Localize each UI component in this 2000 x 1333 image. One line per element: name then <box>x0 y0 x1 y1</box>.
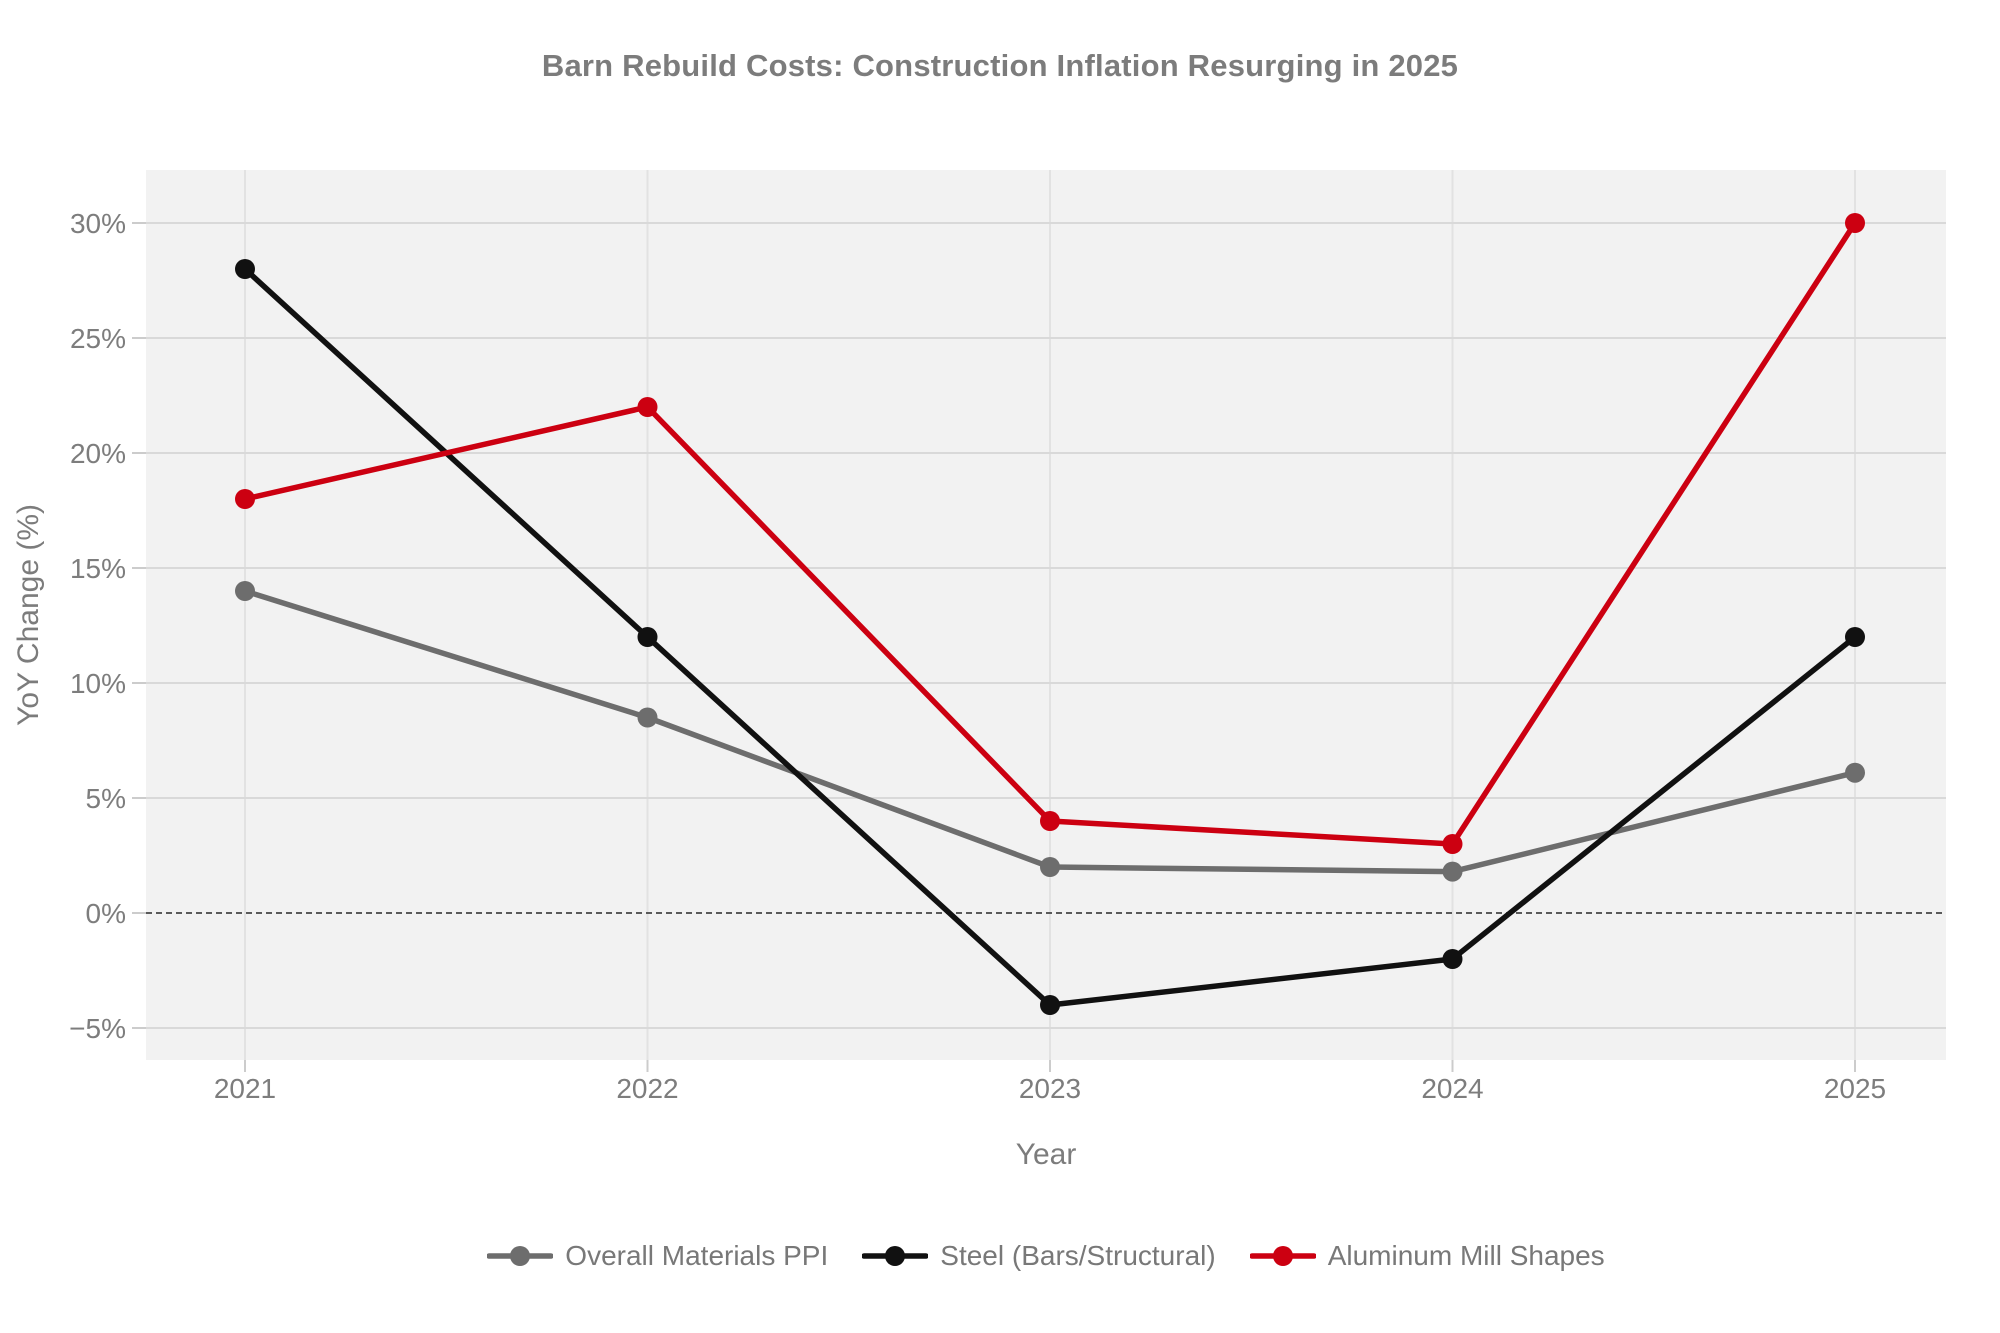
data-point <box>1442 834 1463 854</box>
data-point <box>235 489 255 509</box>
data-point <box>1040 811 1060 831</box>
y-tick-label: 15% <box>70 553 126 584</box>
legend-dot <box>885 1246 906 1266</box>
data-point <box>1845 762 1865 783</box>
legend-label: Steel (Bars/Structural) <box>940 1240 1216 1271</box>
legend-item: Overall Materials PPI <box>487 1240 828 1272</box>
legend-marker-icon <box>1249 1246 1316 1266</box>
data-point <box>637 627 658 647</box>
legend-dot <box>510 1246 531 1266</box>
x-tick-label: 2023 <box>1019 1073 1081 1104</box>
data-point <box>637 397 658 417</box>
x-tick-label: 2024 <box>1421 1073 1483 1104</box>
data-point <box>637 707 658 728</box>
y-tick-label: 0% <box>86 898 126 929</box>
y-tick-label: 5% <box>86 783 126 814</box>
y-axis-label-container: YoY Change (%) <box>0 170 58 1060</box>
plot-area-background <box>146 170 1946 1060</box>
y-tick-label: −5% <box>69 1013 126 1044</box>
data-point <box>1442 861 1463 882</box>
y-tick-label: 30% <box>70 208 126 239</box>
y-tick-label: 10% <box>70 668 126 699</box>
x-tick-label: 2025 <box>1824 1073 1886 1104</box>
y-axis-label: YoY Change (%) <box>12 504 45 726</box>
data-point <box>1845 213 1865 233</box>
data-point <box>1442 949 1463 969</box>
legend-item: Aluminum Mill Shapes <box>1249 1240 1605 1272</box>
legend-dot <box>1272 1246 1293 1266</box>
y-tick-label: 25% <box>70 323 126 354</box>
legend-label: Aluminum Mill Shapes <box>1327 1240 1605 1271</box>
series-aluminum-mill-shapes <box>235 213 1865 854</box>
legend-label: Overall Materials PPI <box>565 1240 829 1271</box>
legend: Overall Materials PPI Steel (Bars/Structu… <box>146 1240 1946 1272</box>
legend-item: Steel (Bars/Structural) <box>862 1240 1216 1272</box>
legend-marker-icon <box>862 1246 929 1266</box>
x-tick-label: 2021 <box>214 1073 276 1104</box>
series-overall-materials-ppi <box>235 581 1865 882</box>
data-point <box>1845 627 1865 647</box>
data-point <box>1040 857 1060 877</box>
x-tick-label: 2022 <box>616 1073 678 1104</box>
y-tick-label: 20% <box>70 438 126 469</box>
data-point <box>235 259 255 279</box>
series-steel-bars-structural- <box>235 259 1865 1015</box>
data-point <box>235 581 255 601</box>
legend-marker-icon <box>487 1246 554 1266</box>
x-axis-label: Year <box>1015 1138 1077 1171</box>
chart-title: Barn Rebuild Costs: Construction Inflati… <box>541 48 1459 83</box>
data-point <box>1040 995 1060 1015</box>
